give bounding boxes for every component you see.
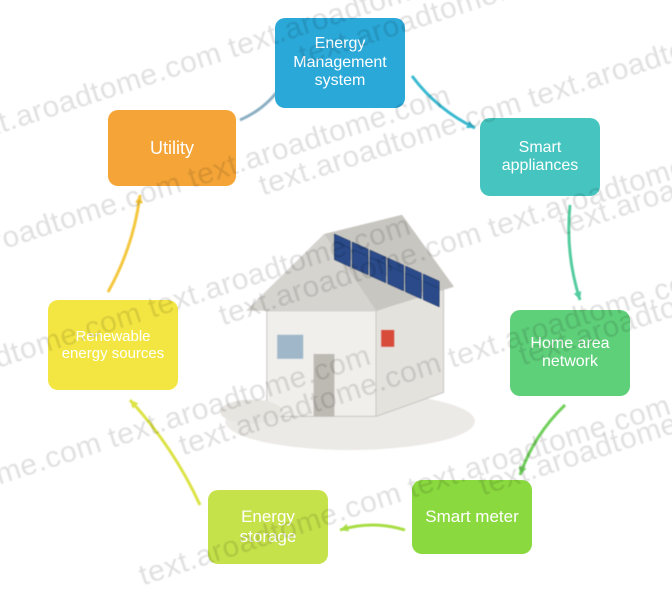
arrow-meter-to-storage [328, 518, 417, 542]
diagram-canvas: Energy Management system Smart appliances… [0, 0, 672, 603]
arrow-appliances-to-han [558, 193, 592, 312]
node-label-utility: Utility [150, 138, 194, 159]
arrow-storage-to-renewable [118, 388, 212, 517]
node-label-meter: Smart meter [425, 507, 519, 527]
node-appliances: Smart appliances [480, 118, 600, 196]
arrow-ems-to-appliances [400, 64, 487, 140]
arrow-han-to-meter [508, 393, 577, 487]
node-storage: Energy storage [208, 490, 328, 564]
node-label-ems: Energy Management system [283, 35, 397, 90]
arrow-renewable-to-utility [96, 183, 152, 304]
house-illustration [220, 210, 480, 450]
node-label-appliances: Smart appliances [488, 139, 592, 176]
node-ems: Energy Management system [275, 18, 405, 108]
node-renewable: Renewable energy sources [48, 300, 178, 390]
node-han: Home area network [510, 310, 630, 396]
node-label-han: Home area network [518, 335, 622, 372]
node-label-renewable: Renewable energy sources [56, 328, 170, 363]
node-meter: Smart meter [412, 480, 532, 554]
node-utility: Utility [108, 110, 236, 186]
node-label-storage: Energy storage [216, 507, 320, 546]
